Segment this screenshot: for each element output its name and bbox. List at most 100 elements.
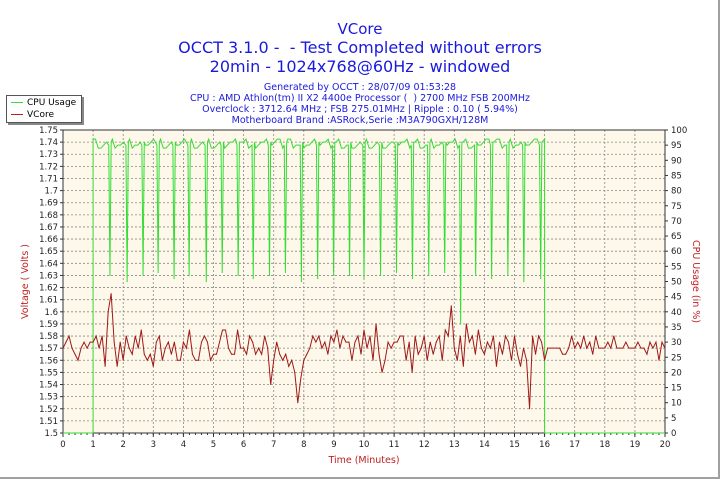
x-tick-label: 16 [539,440,550,450]
vcore-point [122,359,124,361]
chart-title: VCore [337,20,383,38]
cpu-usage-point [332,274,335,277]
vcore-point [149,353,151,355]
x-axis-label: Time (Minutes) [327,455,399,466]
y-tick-label: 1.59 [39,320,58,330]
vcore-point [517,353,519,355]
vcore-point [77,359,79,361]
vcore-point [426,359,428,361]
y-tick-label: 1.66 [39,235,58,245]
cpu-usage-point [460,323,462,325]
x-tick-label: 2 [120,440,125,450]
legend-label-cpu: CPU Usage [27,98,77,108]
info-motherboard: Motherboard Brand :ASRock,Serie :M3A790G… [231,115,489,126]
cpu-usage-point [221,271,223,274]
x-tick-label: 8 [301,440,306,450]
vcore-point [297,402,299,404]
vcore-point [74,353,76,355]
y-tick-label: 1.65 [39,247,58,257]
x-tick-label: 17 [569,440,580,450]
x-tick-label: 15 [509,440,520,450]
vcore-point [339,347,341,349]
x-tick-label: 10 [359,440,370,450]
vcore-point [378,353,380,355]
y-tick-label: 1.5 [44,429,58,439]
x-tick-label: 19 [629,440,640,450]
x-tick-label: 14 [479,440,490,450]
cpu-usage-point [317,277,319,280]
y2-tick-label: 95 [671,141,682,151]
vcore-point [203,335,205,337]
y2-tick-label: 25 [671,353,682,363]
legend-swatch-vcore [11,114,23,115]
cpu-usage-line [63,137,665,434]
vcore-point [101,335,103,337]
vcore-point [601,347,603,349]
vcore-point [231,353,233,355]
vcore-point [420,347,422,349]
vcore-point [270,384,272,386]
vcore-point [318,335,320,337]
vcore-point [595,335,597,337]
vcore-point [399,335,401,337]
vcore-point [441,359,443,361]
vcore-point [216,353,218,355]
x-tick-label: 13 [449,440,460,450]
vcore-point [234,353,236,355]
vcore-point [351,359,353,361]
plot-border [62,129,666,434]
x-tick-label: 0 [60,440,65,450]
vcore-point [408,341,410,343]
vcore-point [622,347,624,349]
cpu-usage-point [126,280,128,283]
cpu-usage-point [109,274,111,277]
vcore-point [258,347,260,349]
vcore-point [291,359,293,361]
y2-tick-label: 100 [671,126,687,136]
x-tick-label: 1 [90,440,95,450]
vcore-point [249,335,251,337]
vcore-point [619,347,621,349]
vcore-point [438,335,440,337]
vcore-point [119,341,121,343]
cpu-usage-point [300,280,302,283]
cpu-usage-point [507,274,509,277]
vcore-point [83,341,85,343]
vcore-point [450,305,452,307]
vcore-point [191,353,193,355]
vcore-point [538,335,540,337]
vcore-point [170,353,172,355]
y2-tick-label: 45 [671,293,682,303]
vcore-point [526,359,528,361]
y-tick-label: 1.75 [39,126,58,136]
legend-swatch-cpu [11,102,23,103]
y2-axis-label: CPU Usage (in %) [690,240,701,323]
chart-subtitle-status: OCCT 3.1.0 - - Test Completed without er… [178,38,542,57]
y2-tick-label: 35 [671,323,682,333]
cpu-usage-point [268,274,271,277]
vcore-point [532,335,534,337]
vcore-point [134,335,136,337]
vcore-point [125,335,127,337]
vcore-point [276,341,278,343]
vcore-point [306,353,308,355]
y-tick-label: 1.73 [39,150,58,160]
vcore-point [658,359,660,361]
vcore-point [387,341,389,343]
vcore-point [167,341,169,343]
cpu-usage-point [173,277,175,280]
vcore-point [360,353,362,355]
vcore-point [456,359,458,361]
vcore-point [140,329,142,331]
cpu-usage-point [540,277,542,280]
info-generated: Generated by OCCT : 28/07/09 01:53:28 [263,82,457,93]
vcore-point [155,341,157,343]
vcore-point [504,335,506,337]
vcore-point [110,293,112,295]
vcore-point [577,341,579,343]
vcore-point [529,408,531,410]
vcore-point [324,341,326,343]
vcore-point [649,341,651,343]
vcore-point [330,335,332,337]
